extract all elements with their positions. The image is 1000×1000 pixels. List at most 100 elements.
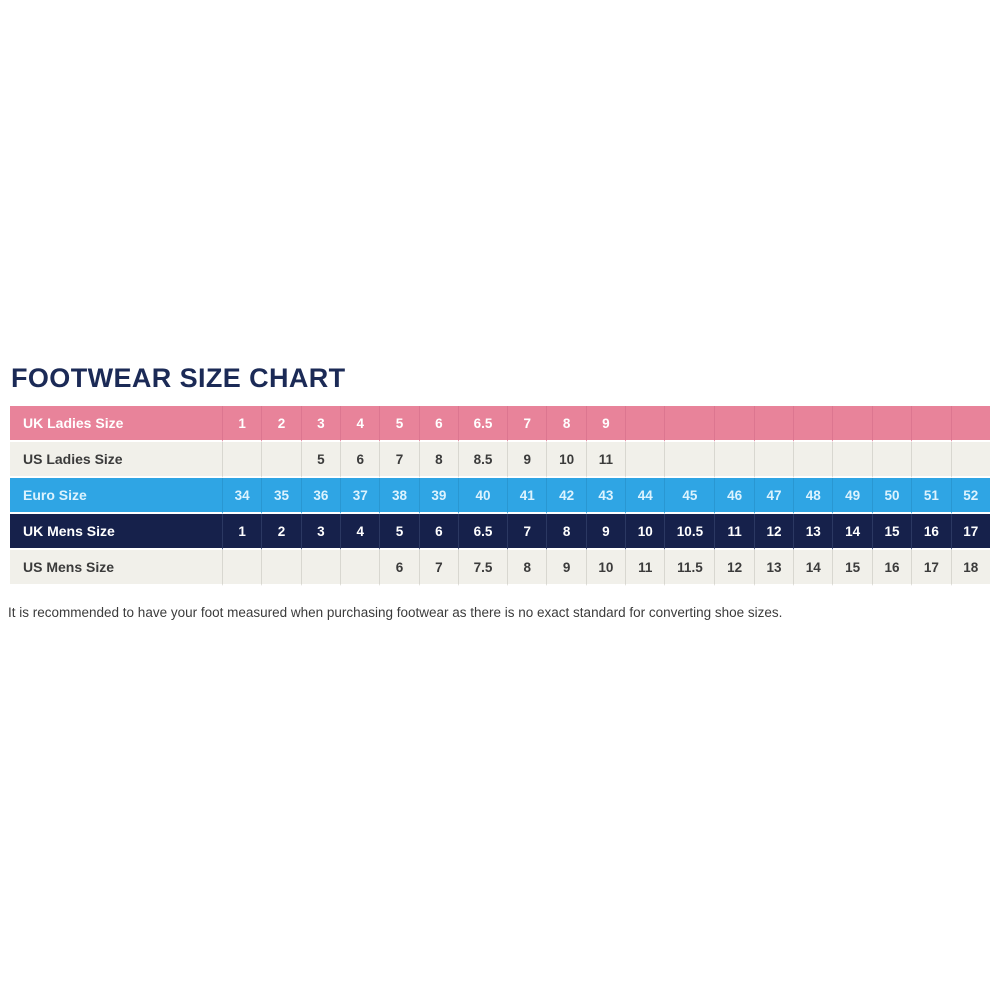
size-cell: 43 xyxy=(585,478,626,514)
size-cell: 5 xyxy=(300,442,341,478)
size-cell xyxy=(261,550,301,586)
size-cell: 17 xyxy=(950,514,990,550)
size-cell: 10.5 xyxy=(664,514,715,550)
size-cell: 8.5 xyxy=(458,442,508,478)
size-cell: 6 xyxy=(418,514,459,550)
size-cell: 36 xyxy=(300,478,341,514)
size-cell xyxy=(871,406,912,442)
size-cell xyxy=(950,406,990,442)
size-cell: 10 xyxy=(585,550,626,586)
size-cell: 16 xyxy=(871,550,912,586)
size-cell: 5 xyxy=(379,514,419,550)
size-cell: 6.5 xyxy=(458,406,508,442)
size-cell: 11 xyxy=(625,550,665,586)
size-cell: 10 xyxy=(625,514,665,550)
size-cell: 47 xyxy=(753,478,794,514)
size-cell: 17 xyxy=(911,550,951,586)
size-cell: 8 xyxy=(546,406,586,442)
table-row-us-mens-size: US Mens Size 6 7 7.5 8 9 10 11 11.5 12 13 14 15 16 17 1… xyxy=(10,550,990,586)
size-cell: 9 xyxy=(585,514,626,550)
size-cell: 13 xyxy=(793,514,833,550)
size-cell: 7 xyxy=(507,514,547,550)
size-cell: 6 xyxy=(340,442,380,478)
size-cell: 14 xyxy=(832,514,872,550)
size-cell: 8 xyxy=(418,442,459,478)
size-cell: 38 xyxy=(379,478,419,514)
size-cell: 4 xyxy=(340,406,380,442)
row-label: US Ladies Size xyxy=(10,442,222,478)
size-cell: 4 xyxy=(340,514,380,550)
size-cell: 10 xyxy=(546,442,586,478)
size-cell: 6 xyxy=(379,550,419,586)
size-cell: 40 xyxy=(458,478,508,514)
size-cell: 39 xyxy=(418,478,459,514)
size-cell: 16 xyxy=(911,514,951,550)
size-cell xyxy=(832,406,872,442)
row-label: UK Mens Size xyxy=(10,514,222,550)
size-cell xyxy=(261,442,301,478)
size-cell: 15 xyxy=(832,550,872,586)
size-cell: 51 xyxy=(911,478,951,514)
size-chart-table: UK Ladies Size 1 2 3 4 5 6 6.5 7 8 9 US Ladies Size… xyxy=(10,406,990,586)
size-cell: 50 xyxy=(871,478,912,514)
size-cell: 13 xyxy=(753,550,794,586)
size-cell xyxy=(300,550,341,586)
size-cell xyxy=(222,442,262,478)
size-cell: 45 xyxy=(664,478,715,514)
size-cell xyxy=(714,442,754,478)
size-cell: 8 xyxy=(507,550,547,586)
size-cell: 7 xyxy=(507,406,547,442)
size-cell: 9 xyxy=(546,550,586,586)
table-row-uk-mens-size: UK Mens Size 1 2 3 4 5 6 6.5 7 8 9 10 10.5 11 12 13 14 15… xyxy=(10,514,990,550)
table-row-us-ladies-size: US Ladies Size 5 6 7 8 8.5 9 10 11 xyxy=(10,442,990,478)
size-cell xyxy=(664,442,715,478)
size-cell xyxy=(340,550,380,586)
size-cell: 5 xyxy=(379,406,419,442)
size-cell xyxy=(625,406,665,442)
size-cell: 1 xyxy=(222,514,262,550)
size-cell: 7 xyxy=(418,550,459,586)
size-cell: 14 xyxy=(793,550,833,586)
size-cell xyxy=(753,406,794,442)
size-cell xyxy=(950,442,990,478)
size-cell xyxy=(793,406,833,442)
size-cell: 2 xyxy=(261,514,301,550)
table-row-uk-ladies-size: UK Ladies Size 1 2 3 4 5 6 6.5 7 8 9 xyxy=(10,406,990,442)
size-cell: 52 xyxy=(950,478,990,514)
size-cell: 1 xyxy=(222,406,262,442)
size-cell: 12 xyxy=(753,514,794,550)
size-cell: 9 xyxy=(507,442,547,478)
size-cell: 2 xyxy=(261,406,301,442)
size-cell: 7 xyxy=(379,442,419,478)
size-cell: 11 xyxy=(714,514,754,550)
size-cell: 34 xyxy=(222,478,262,514)
size-cell xyxy=(911,406,951,442)
size-cell xyxy=(832,442,872,478)
size-cell xyxy=(753,442,794,478)
page-title: FOOTWEAR SIZE CHART xyxy=(11,363,346,393)
size-cell xyxy=(714,406,754,442)
size-cell xyxy=(871,442,912,478)
size-chart-table-body: UK Ladies Size 1 2 3 4 5 6 6.5 7 8 9 US Ladies Size… xyxy=(10,406,990,586)
size-cell: 35 xyxy=(261,478,301,514)
size-cell: 37 xyxy=(340,478,380,514)
size-cell xyxy=(664,406,715,442)
size-cell: 3 xyxy=(300,406,341,442)
size-cell: 3 xyxy=(300,514,341,550)
row-label: UK Ladies Size xyxy=(10,406,222,442)
size-cell: 41 xyxy=(507,478,547,514)
size-cell xyxy=(222,550,262,586)
row-label: Euro Size xyxy=(10,478,222,514)
size-cell: 48 xyxy=(793,478,833,514)
size-cell xyxy=(625,442,665,478)
footnote-text: It is recommended to have your foot meas… xyxy=(8,605,783,620)
size-cell: 44 xyxy=(625,478,665,514)
size-cell: 9 xyxy=(585,406,626,442)
table-row-euro-size: Euro Size 34 35 36 37 38 39 40 41 42 43 44 45 46 47 48 4… xyxy=(10,478,990,514)
row-label: US Mens Size xyxy=(10,550,222,586)
size-cell: 11 xyxy=(585,442,626,478)
size-cell: 18 xyxy=(950,550,990,586)
size-cell: 12 xyxy=(714,550,754,586)
size-cell: 46 xyxy=(714,478,754,514)
